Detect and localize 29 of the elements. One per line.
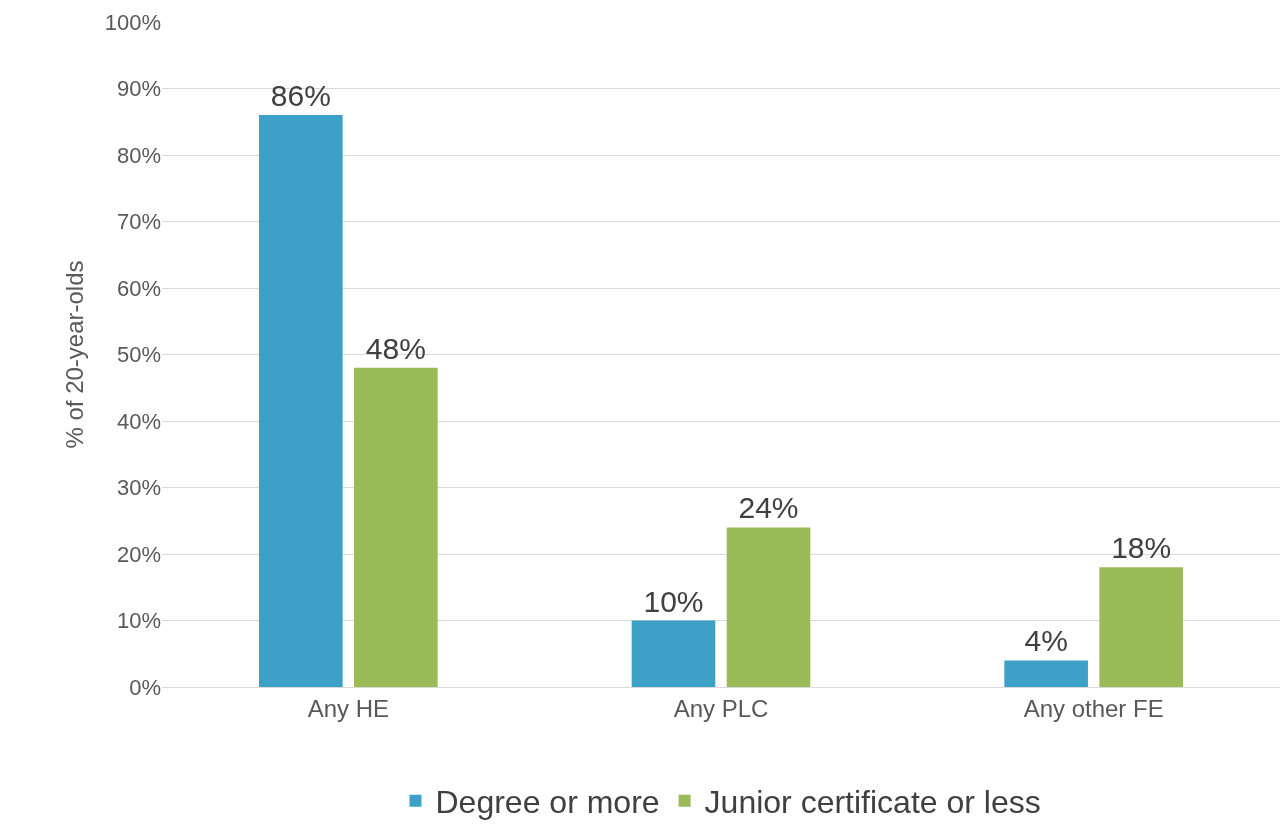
legend-label: Junior certificate or less bbox=[704, 784, 1041, 821]
y-tick-label: 0% bbox=[129, 674, 161, 700]
data-label: 48% bbox=[365, 331, 426, 365]
bar bbox=[1099, 567, 1183, 687]
y-tick-label: 30% bbox=[116, 475, 161, 501]
legend-label: Degree or more bbox=[435, 784, 660, 821]
data-label: 4% bbox=[1024, 624, 1068, 658]
bar bbox=[1004, 660, 1088, 687]
y-axis-title: % of 20-year-olds bbox=[60, 260, 88, 449]
y-tick-label: 20% bbox=[116, 541, 161, 567]
y-tick-label: 60% bbox=[116, 275, 161, 301]
data-label: 18% bbox=[1111, 531, 1172, 565]
y-tick-label: 100% bbox=[104, 9, 161, 35]
y-tick-label: 70% bbox=[116, 209, 161, 235]
bar bbox=[631, 620, 716, 687]
y-tick-label: 10% bbox=[116, 608, 161, 634]
data-label: 24% bbox=[738, 491, 799, 525]
data-label: 86% bbox=[270, 79, 331, 113]
y-tick-label: 50% bbox=[116, 342, 161, 368]
bar bbox=[354, 367, 438, 687]
y-tick-label: 80% bbox=[116, 142, 161, 168]
bar bbox=[259, 115, 343, 687]
y-tick-label: 40% bbox=[116, 408, 161, 434]
data-label: 10% bbox=[643, 584, 704, 618]
bar bbox=[726, 527, 811, 687]
x-tick-label: Any other FE bbox=[1023, 694, 1164, 722]
y-tick-label: 90% bbox=[116, 76, 161, 102]
x-tick-label: Any HE bbox=[307, 694, 390, 722]
x-tick-label: Any PLC bbox=[673, 694, 769, 722]
